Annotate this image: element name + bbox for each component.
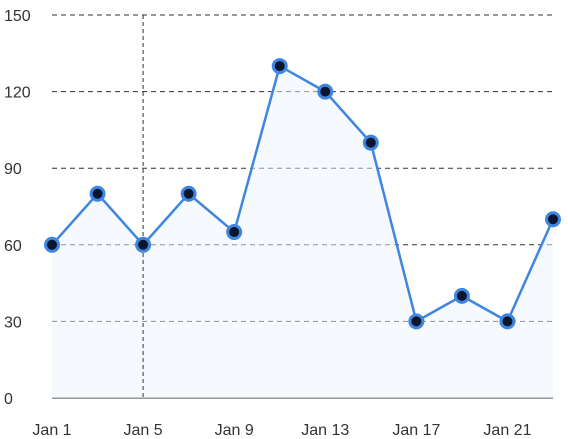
data-point[interactable]: [44, 236, 60, 253]
data-point[interactable]: [271, 58, 288, 75]
data-point[interactable]: [453, 287, 470, 304]
x-tick-label: Jan 5: [124, 422, 163, 439]
point-layer[interactable]: [44, 58, 561, 330]
data-point[interactable]: [545, 211, 561, 228]
series-area: [52, 66, 553, 399]
data-point[interactable]: [180, 185, 197, 202]
series-line: [51, 64, 555, 323]
data-point[interactable]: [362, 134, 379, 151]
data-point[interactable]: [499, 313, 516, 330]
y-tick-label: 90: [4, 161, 22, 178]
data-point[interactable]: [317, 83, 334, 100]
data-point[interactable]: [408, 313, 425, 330]
x-tick-label: Jan 13: [301, 422, 349, 439]
x-tick-label: Jan 1: [32, 422, 71, 439]
data-point[interactable]: [226, 224, 243, 241]
area-layer: [52, 66, 553, 399]
line-layer: [51, 64, 555, 323]
y-tick-label: 60: [4, 238, 22, 255]
y-tick-label: 0: [4, 391, 13, 408]
y-tick-label: 150: [4, 8, 31, 25]
data-point[interactable]: [89, 185, 106, 202]
x-tick-label: Jan 9: [215, 422, 254, 439]
y-tick-label: 30: [4, 314, 22, 331]
x-tick-label: Jan 21: [483, 422, 531, 439]
label-layer: 0 30 60 90 120 150 Jan 1 Jan 5 Jan 9 Jan 13 Jan 17…: [4, 8, 532, 439]
data-point[interactable]: [135, 236, 152, 253]
y-tick-label: 120: [4, 85, 31, 102]
x-tick-label: Jan 17: [392, 422, 440, 439]
